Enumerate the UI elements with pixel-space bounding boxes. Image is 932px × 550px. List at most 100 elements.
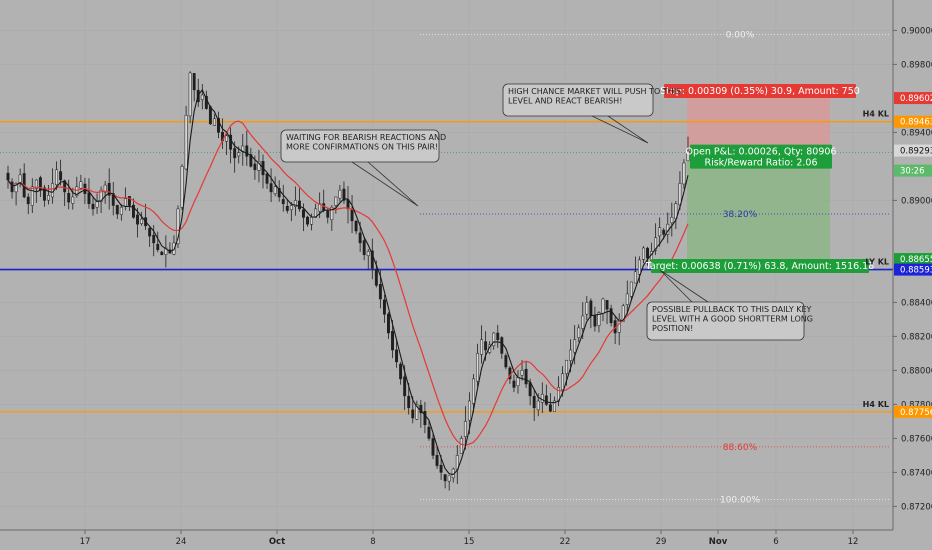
candle-body [176, 208, 180, 244]
candle-body [496, 332, 500, 341]
candle-body [407, 395, 411, 409]
x-tick-label: Nov [709, 537, 728, 547]
candle-body [552, 400, 556, 412]
candle-body [354, 220, 358, 232]
target-zone [687, 150, 830, 260]
price-badge-orange [894, 405, 932, 418]
rr-label: Risk/Reward Ratio: 2.06 [704, 158, 817, 169]
candle-body [10, 181, 14, 193]
candle-body [293, 200, 297, 207]
candle-body [160, 251, 164, 256]
grid-lines [0, 0, 893, 530]
candle-body [67, 192, 71, 203]
annotation-box [280, 129, 440, 163]
candle-body [387, 313, 390, 334]
candle-body [91, 203, 95, 210]
candle-body [548, 404, 552, 412]
price-badge-label: 0.88655 [900, 255, 932, 265]
candle-body [249, 154, 253, 167]
price-badge-stop [894, 92, 932, 105]
x-axis-ticks: 17 24 Oct 8 15 22 29 Nov 6 12 [80, 530, 859, 547]
candle-body [51, 183, 54, 198]
candle-body [55, 169, 59, 186]
candle-body [265, 173, 269, 184]
candle-body [30, 186, 34, 206]
annotation-pointer [351, 161, 419, 207]
candle-body [59, 171, 63, 181]
candle-body [140, 218, 144, 225]
candle-body [678, 183, 682, 206]
candle-body [273, 186, 277, 194]
candle-body [561, 373, 564, 391]
candle-body [306, 216, 309, 225]
price-badge-current [894, 144, 932, 157]
candle-body [423, 411, 427, 426]
candle-body [132, 204, 135, 218]
price-badge-label: 0.87756 [900, 408, 932, 418]
price-badge-timer [894, 164, 932, 177]
candle-body [395, 349, 399, 363]
candle-body [164, 247, 168, 255]
x-tick-label: 8 [370, 537, 375, 547]
candle-body [601, 298, 605, 314]
candle-body [285, 205, 289, 211]
candle-body [237, 152, 241, 157]
x-tick-label: 15 [464, 537, 475, 547]
candle-body [500, 337, 504, 354]
fib-label: 38.20% [723, 210, 758, 220]
candle-body [480, 339, 484, 355]
candle-body [625, 293, 629, 305]
candle-body [277, 188, 281, 198]
price-badge-label: 0.89463 [900, 118, 932, 128]
moving-average-black [7, 88, 689, 476]
candle-body [326, 210, 330, 218]
fib-label: 0.00% [726, 31, 755, 41]
candle-body [188, 72, 192, 117]
fib-label: 88.60% [723, 443, 758, 453]
candle-body [136, 214, 139, 225]
candle-body [472, 378, 475, 404]
stop-zone [687, 98, 830, 151]
candle-body [75, 186, 79, 196]
candle-body [6, 172, 10, 181]
candle-body [597, 312, 601, 326]
annotation-text: POSITION! [652, 324, 693, 333]
annotation-text: LEVEL WITH A GOOD SHORTTERM LONG [652, 315, 813, 324]
x-tick-label: 22 [560, 537, 571, 547]
x-tick-label: 12 [848, 537, 859, 547]
candle-body [544, 395, 548, 405]
candle-body [682, 162, 686, 185]
candle-body [658, 227, 662, 237]
candle-body [524, 368, 528, 385]
candle-body [338, 189, 342, 199]
candle-body [330, 206, 334, 221]
candle-body [467, 400, 471, 421]
candle-body [476, 353, 479, 382]
candle-body [156, 244, 160, 250]
candle-body [119, 206, 123, 215]
candle-body [297, 200, 301, 210]
x-tick-label: 24 [176, 537, 187, 547]
stop-label: Stop: 0.00309 (0.35%) 30.9, Amount: 750 [660, 86, 860, 97]
candle-body [573, 339, 577, 353]
pnl-label: Open P&L: 0.00026, Qty: 80906 [686, 147, 837, 158]
candle-body [662, 229, 666, 235]
candle-body [208, 106, 212, 125]
candle-body [310, 217, 314, 225]
candle-body [435, 455, 439, 466]
candle-body [350, 209, 354, 222]
pnl-badge [690, 144, 832, 169]
key-level-tag: H4 KL [863, 110, 889, 119]
candle-body [411, 409, 415, 419]
candle-body [459, 438, 463, 454]
candle-body [184, 115, 188, 170]
annotation-box [502, 83, 654, 117]
candle-body [358, 232, 362, 244]
